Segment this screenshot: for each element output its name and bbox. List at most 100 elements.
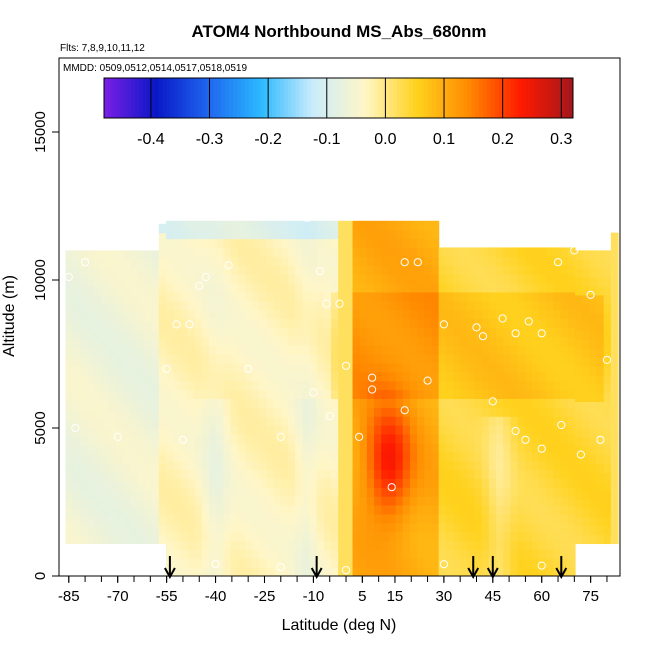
heatmap-cell bbox=[259, 371, 268, 382]
x-tick-label: -70 bbox=[107, 588, 129, 605]
heatmap-cell bbox=[165, 451, 174, 462]
sample-marker bbox=[97, 240, 106, 249]
heatmap-cell bbox=[94, 321, 103, 331]
heatmap-cell bbox=[539, 487, 547, 497]
heatmap-cell bbox=[553, 345, 562, 355]
heatmap-cell bbox=[574, 481, 583, 491]
heatmap-cell bbox=[539, 496, 547, 506]
heatmap-cell bbox=[374, 354, 382, 364]
heatmap-cell bbox=[496, 487, 504, 497]
heatmap-cell bbox=[481, 256, 490, 266]
heatmap-cell bbox=[137, 490, 146, 500]
heatmap-cell bbox=[496, 336, 504, 346]
heatmap-cell bbox=[309, 371, 318, 382]
heatmap-cell bbox=[409, 540, 418, 550]
heatmap-cell bbox=[165, 469, 174, 479]
heatmap-cell bbox=[381, 327, 390, 337]
heatmap-cell bbox=[187, 433, 196, 444]
heatmap-cell bbox=[137, 472, 146, 482]
heatmap-cell bbox=[589, 383, 598, 394]
heatmap-cell bbox=[381, 265, 390, 275]
heatmap-cell bbox=[87, 321, 95, 331]
heatmap-cell bbox=[589, 401, 598, 411]
heatmap-cell bbox=[295, 504, 303, 515]
heatmap-cell bbox=[395, 513, 404, 524]
heatmap-cell bbox=[582, 321, 590, 331]
heatmap-cell bbox=[610, 516, 619, 527]
heatmap-cell bbox=[374, 327, 382, 337]
heatmap-cell bbox=[395, 558, 404, 568]
heatmap-cell bbox=[424, 531, 433, 542]
heatmap-cell bbox=[65, 294, 74, 305]
heatmap-cell bbox=[431, 407, 440, 417]
heatmap-cell bbox=[295, 540, 303, 550]
heatmap-cell bbox=[574, 374, 583, 385]
heatmap-cell bbox=[510, 354, 519, 364]
heatmap-cell bbox=[79, 410, 88, 420]
heatmap-cell bbox=[381, 300, 390, 311]
heatmap-cell bbox=[560, 274, 569, 284]
colorbar-segment bbox=[401, 78, 406, 118]
heatmap-cell bbox=[539, 291, 547, 302]
heatmap-cell bbox=[180, 416, 189, 426]
heatmap-cell bbox=[524, 451, 533, 462]
heatmap-cell bbox=[539, 345, 547, 355]
heatmap-cell bbox=[180, 371, 189, 382]
heatmap-cell bbox=[309, 398, 318, 408]
heatmap-cell bbox=[481, 345, 490, 355]
heatmap-cell bbox=[574, 259, 583, 269]
heatmap-cell bbox=[366, 256, 375, 266]
heatmap-cell bbox=[244, 460, 253, 471]
heatmap-cell bbox=[144, 365, 153, 376]
heatmap-cell bbox=[546, 433, 555, 444]
heatmap-cell bbox=[474, 345, 483, 355]
colorbar-segment bbox=[385, 78, 390, 118]
heatmap-cell bbox=[273, 256, 282, 266]
heatmap-cell bbox=[388, 256, 397, 266]
heatmap-cell bbox=[295, 549, 303, 559]
colorbar-segment bbox=[107, 78, 113, 118]
heatmap-cell bbox=[510, 460, 519, 471]
heatmap-cell bbox=[582, 463, 590, 473]
heatmap-cell bbox=[402, 389, 411, 399]
heatmap-cell bbox=[510, 478, 519, 488]
heatmap-cell bbox=[216, 327, 224, 337]
x-tick-label: -55 bbox=[156, 588, 178, 605]
heatmap-cell bbox=[273, 567, 282, 576]
heatmap-cell bbox=[101, 445, 110, 456]
colorbar-tick-label: -0.1 bbox=[313, 131, 341, 148]
heatmap-cell bbox=[316, 407, 325, 417]
heatmap-cell bbox=[424, 309, 433, 320]
heatmap-cell bbox=[567, 327, 576, 337]
heatmap-cell bbox=[503, 540, 512, 550]
heatmap-cell bbox=[187, 229, 196, 240]
heatmap-cell bbox=[230, 567, 239, 576]
heatmap-cell bbox=[352, 389, 361, 399]
heatmap-cell bbox=[309, 300, 318, 311]
heatmap-cell bbox=[280, 318, 289, 328]
heatmap-cell bbox=[453, 504, 461, 515]
heatmap-cell bbox=[417, 496, 425, 506]
heatmap-cell bbox=[402, 371, 411, 382]
heatmap-cell bbox=[201, 362, 210, 373]
heatmap-cell bbox=[488, 300, 497, 311]
heatmap-cell bbox=[582, 330, 590, 340]
x-axis-label: Latitude (deg N) bbox=[282, 617, 397, 634]
heatmap-cell bbox=[173, 265, 181, 275]
heatmap-cell bbox=[496, 433, 504, 444]
heatmap-cell bbox=[158, 268, 167, 278]
heatmap-cell bbox=[453, 318, 461, 328]
heatmap-cell bbox=[316, 300, 325, 311]
heatmap-cell bbox=[187, 220, 196, 231]
heatmap-cell bbox=[201, 238, 210, 249]
heatmap-cell bbox=[445, 460, 454, 471]
heatmap-cell bbox=[481, 451, 490, 462]
heatmap-cell bbox=[122, 250, 131, 260]
heatmap-cell bbox=[610, 383, 619, 394]
heatmap-cell bbox=[280, 478, 289, 488]
heatmap-cell bbox=[187, 327, 196, 337]
heatmap-cell bbox=[352, 380, 361, 391]
heatmap-cell bbox=[287, 469, 296, 479]
heatmap-cell bbox=[381, 549, 390, 559]
heatmap-cell bbox=[366, 558, 375, 568]
